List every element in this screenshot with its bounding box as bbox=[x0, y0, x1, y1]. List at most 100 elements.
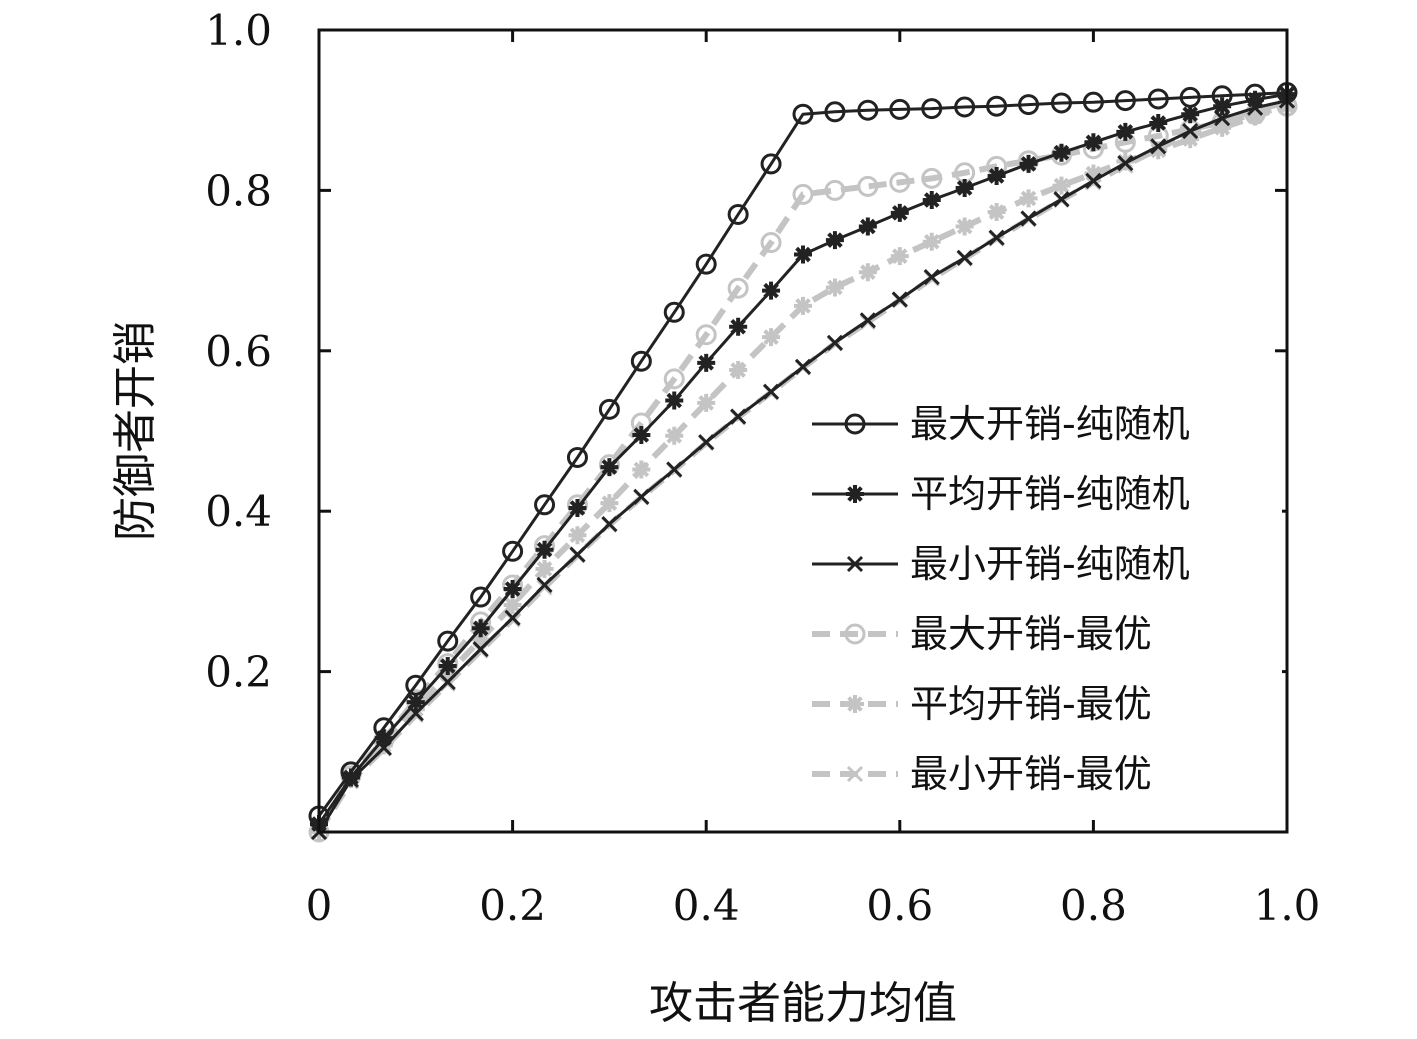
series-3-point-19 bbox=[921, 167, 943, 189]
series-2-point-11 bbox=[666, 461, 683, 478]
y-axis-title: 防御者开销 bbox=[110, 321, 161, 541]
y-tick-label-3: 0.8 bbox=[205, 166, 272, 215]
series-4-point-9 bbox=[600, 494, 619, 513]
series-2-point-9 bbox=[601, 515, 618, 533]
series-2-point-18 bbox=[891, 291, 908, 308]
series-1-point-23 bbox=[1052, 143, 1071, 162]
plot-frame bbox=[317, 28, 1289, 834]
series-2-point-22 bbox=[1020, 210, 1037, 227]
series-layer bbox=[308, 82, 1298, 843]
x-tick-label-0: 0 bbox=[306, 881, 333, 930]
series-2-point-17 bbox=[859, 312, 876, 329]
series-2-point-26 bbox=[1150, 138, 1167, 155]
series-3-point-11 bbox=[663, 368, 685, 390]
y-tick-label-1: 0.4 bbox=[205, 487, 272, 536]
series-4-point-17 bbox=[858, 263, 877, 282]
series-0-point-4 bbox=[437, 630, 459, 652]
series-4-point-22 bbox=[1019, 189, 1038, 208]
series-4-point-7 bbox=[535, 559, 554, 578]
series-4-point-10 bbox=[632, 460, 651, 479]
series-0-point-11 bbox=[663, 301, 685, 323]
series-2-point-4 bbox=[439, 673, 456, 691]
series-3-point-15 bbox=[792, 183, 814, 205]
series-4-point-28 bbox=[1213, 118, 1232, 137]
series-3-point-14 bbox=[760, 232, 782, 254]
series-4-point-16 bbox=[825, 278, 844, 297]
legend-marker-1 bbox=[846, 485, 864, 503]
series-4-point-8 bbox=[568, 526, 587, 545]
series-4-point-29 bbox=[1246, 107, 1265, 126]
series-4-point-14 bbox=[762, 328, 781, 347]
series-4-point-19 bbox=[922, 232, 941, 251]
legend-item-3: 最大开销-最优 bbox=[812, 612, 1152, 656]
series-1-point-21 bbox=[987, 166, 1006, 185]
series-0-point-23 bbox=[1050, 92, 1072, 114]
series-2-point-13 bbox=[730, 408, 747, 425]
series-0-point-29 bbox=[1244, 83, 1266, 105]
series-0-point-25 bbox=[1114, 90, 1136, 112]
legend-label-5: 最小开销-最优 bbox=[910, 752, 1152, 796]
y-tick-label-4: 1.0 bbox=[205, 6, 272, 55]
legend-marker-2 bbox=[846, 555, 864, 573]
series-2-point-15 bbox=[794, 358, 812, 375]
legend-marker-5 bbox=[846, 765, 864, 783]
series-4-point-23 bbox=[1052, 176, 1071, 195]
legend: 最大开销-纯随机平均开销-纯随机最小开销-纯随机最大开销-最优平均开销-最优最小… bbox=[812, 402, 1190, 796]
series-0-point-6 bbox=[502, 540, 524, 562]
x-tick-label-2: 0.4 bbox=[673, 881, 740, 930]
series-0-point-16 bbox=[824, 101, 846, 123]
legend-item-4: 平均开销-最优 bbox=[812, 682, 1152, 726]
legend-item-1: 平均开销-纯随机 bbox=[812, 472, 1190, 516]
series-1-point-27 bbox=[1181, 105, 1200, 124]
series-line-0 bbox=[317, 91, 1288, 817]
series-1-point-24 bbox=[1084, 133, 1103, 152]
x-tick-label-5: 1.0 bbox=[1254, 881, 1321, 930]
series-2-point-5 bbox=[472, 641, 489, 658]
series-0-point-18 bbox=[889, 98, 911, 120]
legend-label-0: 最大开销-纯随机 bbox=[910, 402, 1190, 446]
series-3-point-13 bbox=[727, 277, 749, 299]
series-2-point-8 bbox=[569, 546, 586, 563]
legend-item-2: 最小开销-纯随机 bbox=[812, 542, 1190, 586]
x-tick-label-3: 0.6 bbox=[866, 881, 933, 930]
series-1-point-25 bbox=[1116, 122, 1135, 141]
legend-label-3: 最大开销-最优 bbox=[910, 612, 1152, 656]
series-1-point-8 bbox=[568, 498, 587, 517]
series-0-point-22 bbox=[1018, 94, 1040, 116]
y-tick-label-2: 0.6 bbox=[205, 327, 272, 376]
y-tick-label-0: 0.2 bbox=[205, 648, 272, 697]
series-2-point-7 bbox=[536, 576, 553, 594]
series-4-point-13 bbox=[729, 361, 748, 380]
series-0 bbox=[308, 82, 1298, 827]
legend-item-5: 最小开销-最优 bbox=[812, 752, 1152, 796]
series-0-point-21 bbox=[986, 95, 1008, 117]
series-2-point-25 bbox=[1117, 155, 1134, 172]
x-axis-title: 攻击者能力均值 bbox=[649, 978, 957, 1029]
series-0-point-17 bbox=[857, 99, 879, 121]
series-0-point-2 bbox=[373, 717, 395, 739]
series-1-point-20 bbox=[955, 178, 974, 197]
x-tick-label-1: 0.2 bbox=[479, 881, 546, 930]
series-4-point-24 bbox=[1084, 164, 1103, 183]
series-1-point-3 bbox=[406, 693, 425, 712]
series-0-point-28 bbox=[1211, 85, 1233, 107]
series-2-point-6 bbox=[504, 609, 521, 626]
series-0-point-8 bbox=[566, 446, 588, 468]
series-1-point-5 bbox=[471, 619, 490, 638]
series-1-point-15 bbox=[794, 245, 812, 264]
series-0-point-7 bbox=[534, 494, 556, 516]
series-0-point-19 bbox=[921, 98, 943, 120]
series-0-point-10 bbox=[630, 350, 652, 372]
series-0-point-14 bbox=[760, 153, 782, 175]
series-3-point-12 bbox=[695, 324, 717, 346]
series-0-point-13 bbox=[727, 203, 749, 225]
series-3-point-17 bbox=[857, 175, 879, 197]
series-4-point-11 bbox=[665, 426, 684, 445]
legend-marker-0 bbox=[844, 413, 866, 435]
series-1-point-26 bbox=[1149, 114, 1168, 133]
series-0-point-24 bbox=[1082, 91, 1104, 113]
series-2-point-10 bbox=[633, 488, 650, 505]
series-2-point-12 bbox=[698, 434, 715, 451]
series-1-point-4 bbox=[438, 656, 457, 675]
